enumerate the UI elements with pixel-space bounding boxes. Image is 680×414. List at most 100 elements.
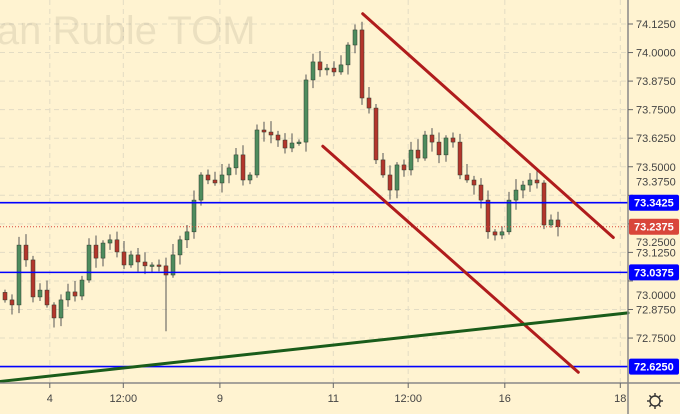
candle-up xyxy=(107,239,113,244)
level-price-label: 73.3425 xyxy=(634,198,674,210)
candle-down xyxy=(261,129,267,133)
candle-up xyxy=(310,61,316,81)
drawings xyxy=(0,12,630,383)
candle-down xyxy=(212,179,218,184)
y-tick-label: 72.8750 xyxy=(636,305,676,317)
y-tick-label: 73.2500 xyxy=(636,237,676,249)
gear-icon[interactable] xyxy=(647,393,663,409)
candle-down xyxy=(366,97,372,109)
candle-up xyxy=(16,244,22,306)
candle-up xyxy=(226,167,232,176)
candle-up xyxy=(177,239,183,256)
candle-up xyxy=(219,174,225,184)
candle-down xyxy=(72,291,78,297)
candle-up xyxy=(254,129,260,176)
candle-down xyxy=(282,139,288,149)
candle-down xyxy=(268,131,274,136)
candle-down xyxy=(555,219,561,228)
candle-up xyxy=(520,184,526,191)
candle-down xyxy=(380,159,386,176)
y-tick-label: 74.0000 xyxy=(636,48,676,60)
x-tick-label: 12:00 xyxy=(110,393,138,405)
time-axis[interactable]: 4 12:00 9 11 12:00 16 18 xyxy=(47,383,627,405)
candle-down xyxy=(373,107,379,161)
candle-up xyxy=(128,254,134,266)
candle-up xyxy=(548,219,554,226)
candle-up xyxy=(233,154,239,169)
candle-up xyxy=(303,79,309,143)
candle-up xyxy=(352,29,358,46)
level-price-label-background xyxy=(629,194,679,211)
candle-down xyxy=(30,259,36,298)
candle-down xyxy=(23,244,29,261)
candle-up xyxy=(289,142,295,149)
candle-down xyxy=(450,137,456,143)
candles xyxy=(2,21,561,332)
candle-up xyxy=(443,137,449,156)
candle-up xyxy=(345,44,351,66)
x-tick-label: 12:00 xyxy=(394,393,422,405)
y-tick-label: 73.8750 xyxy=(636,76,676,88)
candle-down xyxy=(51,304,57,319)
candle-up xyxy=(191,199,197,233)
candle-down xyxy=(541,182,547,226)
channel-upper-trendline xyxy=(361,12,615,240)
candle-up xyxy=(499,231,505,236)
y-tick-label: 74.1250 xyxy=(636,19,676,31)
candle-down xyxy=(436,141,442,156)
level-price-label-background xyxy=(629,264,679,281)
candle-up xyxy=(58,299,64,319)
candle-up xyxy=(149,264,155,267)
candle-down xyxy=(156,264,162,267)
candle-down xyxy=(478,184,484,201)
x-tick-label: 11 xyxy=(328,393,339,405)
candle-up xyxy=(65,291,71,301)
candle-down xyxy=(331,67,337,73)
candle-down xyxy=(534,179,540,184)
grid xyxy=(0,0,628,383)
y-tick-label: 72.7500 xyxy=(636,333,676,345)
y-tick-label: 73.3750 xyxy=(636,176,676,188)
candle-up xyxy=(394,164,400,191)
y-tick-label: 73.5000 xyxy=(636,162,676,174)
candle-up xyxy=(338,64,344,73)
candle-down xyxy=(317,61,323,71)
candle-up xyxy=(324,67,330,71)
y-tick-label: 73.0000 xyxy=(636,290,676,302)
candle-down xyxy=(457,141,463,176)
channel-lower-trendline xyxy=(321,144,580,374)
level-price-label: 72.6250 xyxy=(634,362,674,374)
candle-up xyxy=(184,231,190,241)
candle-up xyxy=(408,149,414,171)
level-price-label: 73.0375 xyxy=(634,267,674,279)
x-tick-label: 16 xyxy=(499,393,511,405)
candle-down xyxy=(44,289,50,306)
candle-up xyxy=(79,279,85,297)
candle-up xyxy=(86,244,92,281)
candle-down xyxy=(2,292,8,301)
candle-down xyxy=(429,134,435,143)
last-price-label-background xyxy=(629,218,679,235)
candle-down xyxy=(135,254,141,263)
candle-up xyxy=(37,289,43,298)
candle-up xyxy=(247,174,253,181)
candle-down xyxy=(9,299,15,306)
candle-down xyxy=(401,164,407,171)
candle-down xyxy=(275,134,281,141)
candle-up xyxy=(198,174,204,201)
x-tick-label: 18 xyxy=(614,393,626,405)
level-price-label-background xyxy=(629,358,679,375)
candle-down xyxy=(163,265,169,276)
candle-down xyxy=(240,154,246,181)
symbol-watermark: ian Ruble TOM xyxy=(0,9,256,53)
candle-down xyxy=(415,149,421,159)
last-price-label: 73.2375 xyxy=(634,222,674,234)
y-tick-label: 73.1250 xyxy=(636,247,676,259)
candle-up xyxy=(513,189,519,201)
candle-down xyxy=(93,244,99,259)
candle-down xyxy=(485,199,491,233)
candle-up xyxy=(296,141,302,144)
